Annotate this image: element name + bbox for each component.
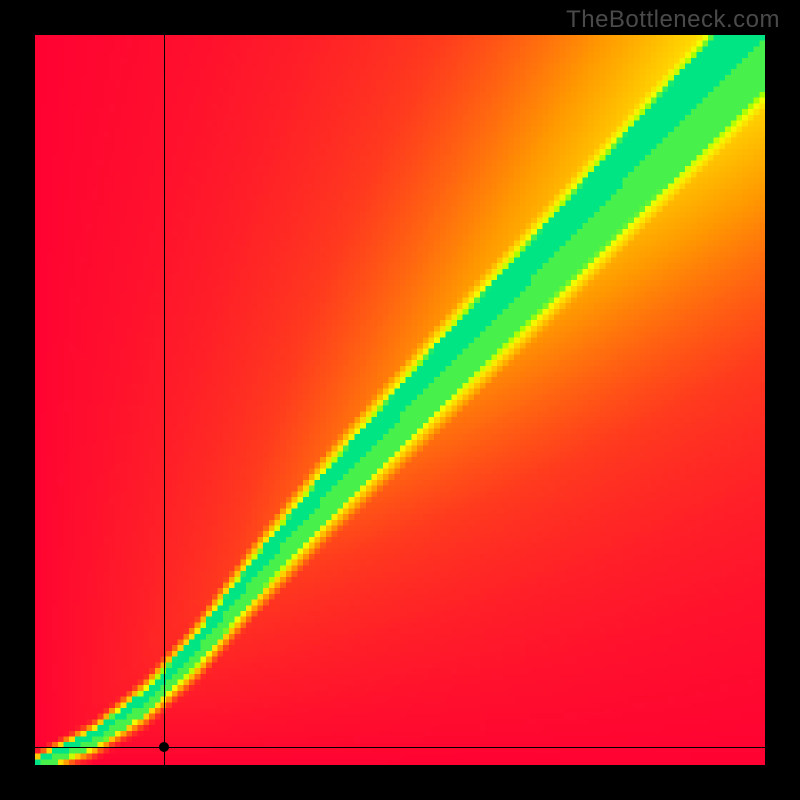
crosshair-marker [159,742,169,752]
heatmap-canvas [35,35,765,765]
watermark-text: TheBottleneck.com [566,6,780,34]
chart-container: TheBottleneck.com [0,0,800,800]
heatmap-plot [35,35,765,765]
crosshair-horizontal [35,747,765,748]
crosshair-vertical [164,35,165,765]
